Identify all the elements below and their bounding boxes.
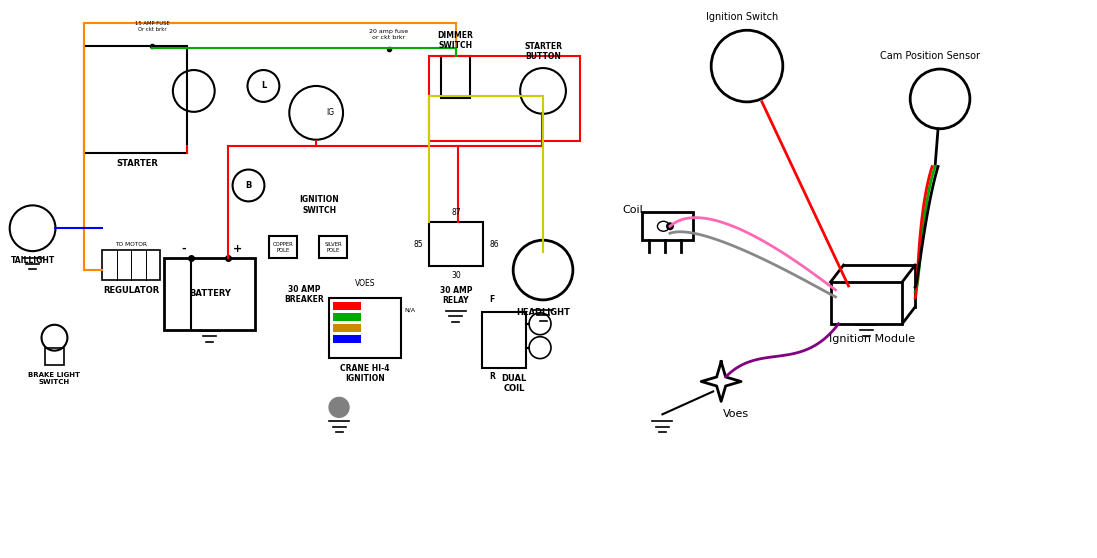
Bar [45, 348, 65, 364]
Text: HEADLIGHT: HEADLIGHT [516, 308, 570, 317]
Text: F: F [489, 295, 495, 304]
Text: Coil: Coil [623, 205, 643, 215]
Text: 30: 30 [451, 271, 461, 280]
Bar [84, 46, 186, 153]
Text: SILVER
POLE: SILVER POLE [325, 242, 342, 253]
Circle shape [666, 222, 674, 230]
Text: STARTER: STARTER [116, 158, 158, 167]
Bar [333, 302, 361, 310]
Text: BRAKE LIGHT
SWITCH: BRAKE LIGHT SWITCH [29, 372, 80, 384]
Bar [333, 335, 361, 343]
Bar [163, 258, 256, 330]
Bar [270, 236, 297, 258]
Text: DIMMER
SWITCH: DIMMER SWITCH [438, 31, 474, 50]
Text: IGNITION
SWITCH: IGNITION SWITCH [299, 195, 339, 215]
Bar [319, 236, 347, 258]
Text: IG: IG [326, 108, 335, 117]
Text: B: B [246, 181, 251, 190]
Bar [102, 250, 160, 280]
Bar [429, 222, 484, 266]
Text: DUAL
COIL: DUAL COIL [501, 373, 527, 393]
Bar [483, 312, 527, 368]
Text: Voes: Voes [723, 410, 749, 420]
Bar [642, 213, 693, 240]
Text: CRANE HI-4
IGNITION: CRANE HI-4 IGNITION [340, 364, 389, 383]
Text: 87: 87 [451, 208, 461, 217]
Text: R: R [489, 372, 495, 381]
Text: COPPER
POLE: COPPER POLE [273, 242, 294, 253]
Text: Ignition Switch: Ignition Switch [705, 12, 778, 22]
Text: 15 AMP FUSE
Or ckt brkr: 15 AMP FUSE Or ckt brkr [135, 21, 169, 32]
Text: L: L [261, 81, 267, 90]
Text: BATTERY: BATTERY [189, 290, 230, 299]
Text: -: - [182, 244, 186, 254]
Text: TO MOTOR: TO MOTOR [115, 242, 147, 247]
Text: Cam Position Sensor: Cam Position Sensor [880, 51, 980, 61]
Text: N/A: N/A [405, 307, 416, 312]
Bar [830, 282, 902, 324]
Text: VOES: VOES [354, 279, 375, 288]
Text: REGULATOR: REGULATOR [103, 286, 159, 295]
Text: TAILLIGHT: TAILLIGHT [11, 256, 55, 265]
Bar [329, 298, 400, 358]
Text: 85: 85 [412, 240, 422, 249]
Circle shape [329, 397, 349, 417]
Text: STARTER
BUTTON: STARTER BUTTON [524, 42, 562, 61]
Bar [441, 56, 471, 98]
Text: 86: 86 [489, 240, 499, 249]
Text: Ignition Module: Ignition Module [829, 334, 915, 344]
Bar [429, 56, 580, 141]
Bar [333, 324, 361, 332]
Bar [333, 313, 361, 321]
Text: 20 amp fuse
or ckt brkr: 20 amp fuse or ckt brkr [370, 29, 408, 40]
Text: +: + [233, 244, 242, 254]
Text: 30 AMP
BREAKER: 30 AMP BREAKER [284, 285, 324, 304]
Text: 30 AMP
RELAY: 30 AMP RELAY [440, 286, 472, 305]
